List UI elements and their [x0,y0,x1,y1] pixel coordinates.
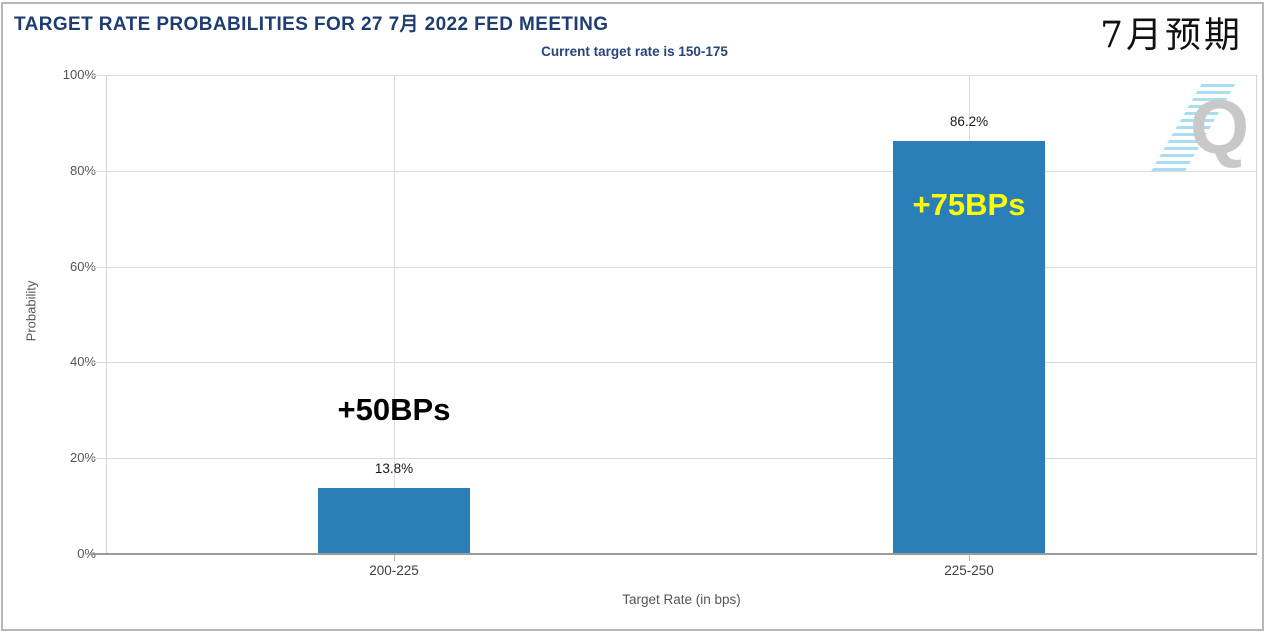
x-axis-baseline [90,553,1257,555]
bar [318,488,470,554]
y-tick-label: 0% [77,546,96,561]
gridline-horizontal [90,267,1257,268]
bar-annotation: +75BPs [912,187,1026,222]
plot-left-border [106,75,107,554]
chart-subtitle: Current target rate is 150-175 [541,44,728,59]
category-tick [394,554,395,561]
gridline-vertical [394,75,395,554]
plot-right-border [1256,75,1257,554]
y-axis-title: Probability [23,280,39,342]
y-tick-label: 20% [69,450,96,465]
gridline-horizontal [90,171,1257,172]
bar-annotation: +50BPs [337,392,451,427]
y-tick-label: 80% [69,163,96,178]
category-tick [969,554,970,561]
category-label: 200-225 [369,563,419,578]
bar-value-label: 13.8% [374,461,414,476]
plot-area: Target Rate (in bps) 200-225 13.8% +50BPs 2… [90,75,1257,607]
forecast-note: 7月预期 [1100,15,1243,56]
y-tick-label: 100% [62,67,96,82]
gridline-horizontal [90,362,1257,363]
q-logo-watermark: Q [1150,80,1256,178]
x-axis-title: Target Rate (in bps) [622,592,741,607]
category-label: 225-250 [944,563,994,578]
gridline-horizontal [90,75,1257,76]
y-tick-label: 40% [69,354,96,369]
bar-value-label: 86.2% [949,114,989,129]
logo-q-icon: Q [1190,85,1250,170]
bar [893,141,1045,554]
gridline-horizontal [90,458,1257,459]
chart-title: TARGET RATE PROBABILITIES FOR 27 7月 2022… [14,14,609,35]
y-axis-tick-labels: 0% 20% 40% 60% 80% 100% [30,67,96,561]
y-tick-label: 60% [69,259,96,274]
